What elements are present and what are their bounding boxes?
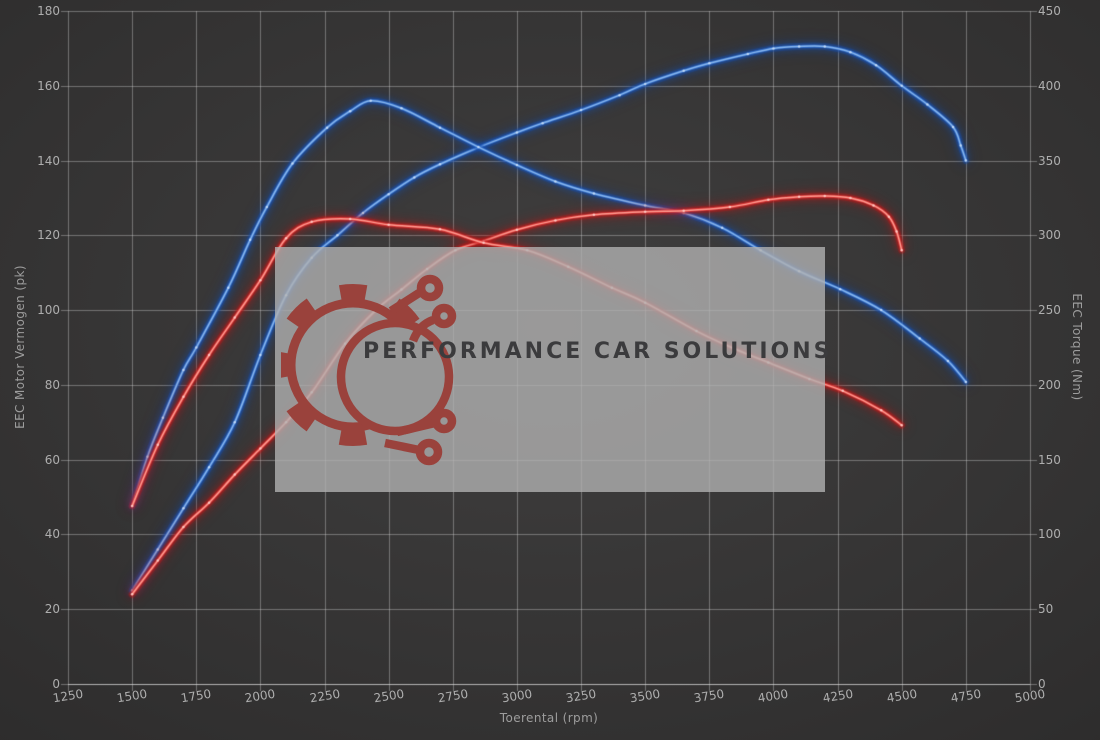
y-right-tick-label: 450 <box>1038 4 1061 18</box>
y-left-tick-label: 160 <box>37 78 60 93</box>
watermark-panel: PERFORMANCE CAR SOLUTIONS <box>275 247 833 492</box>
y-left-tick-label: 140 <box>37 153 60 168</box>
y-left-tick-label: 60 <box>44 452 60 467</box>
y-left-tick-label: 120 <box>37 228 60 243</box>
y-right-axis-title: EEC Torque (Nm) <box>1070 293 1084 401</box>
y-left-tick-label: 180 <box>37 4 60 18</box>
y-right-tick-label: 150 <box>1038 452 1061 467</box>
y-left-tick-label: 0 <box>52 677 60 691</box>
y-right-tick-label: 300 <box>1038 228 1061 243</box>
y-left-tick-label: 20 <box>44 602 60 617</box>
gear-circuit-logo-icon <box>281 274 457 466</box>
y-right-tick-label: 200 <box>1038 377 1061 392</box>
y-left-axis-title: EEC Motor Vermogen (pk) <box>13 265 27 429</box>
y-left-tick-label: 80 <box>44 377 60 392</box>
y-right-tick-label: 400 <box>1038 78 1061 93</box>
y-right-tick-label: 250 <box>1038 303 1061 318</box>
y-right-tick-label: 100 <box>1038 527 1061 542</box>
y-left-tick-label: 100 <box>37 303 60 318</box>
watermark-text: PERFORMANCE CAR SOLUTIONS <box>363 339 833 364</box>
y-right-tick-label: 50 <box>1038 602 1054 617</box>
y-left-tick-label: 40 <box>44 527 60 542</box>
y-right-tick-label: 350 <box>1038 153 1061 168</box>
y-right-tick-label: 0 <box>1038 677 1046 691</box>
x-axis-title: Toerental (rpm) <box>499 711 599 725</box>
